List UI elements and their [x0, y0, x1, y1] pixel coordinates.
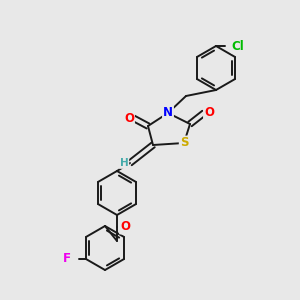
Text: O: O — [120, 220, 130, 233]
Text: N: N — [163, 106, 173, 119]
Text: F: F — [63, 253, 71, 266]
Text: O: O — [204, 106, 214, 119]
Text: S: S — [180, 136, 188, 149]
Text: Cl: Cl — [232, 40, 244, 52]
Text: H: H — [120, 158, 128, 168]
Text: O: O — [124, 112, 134, 124]
